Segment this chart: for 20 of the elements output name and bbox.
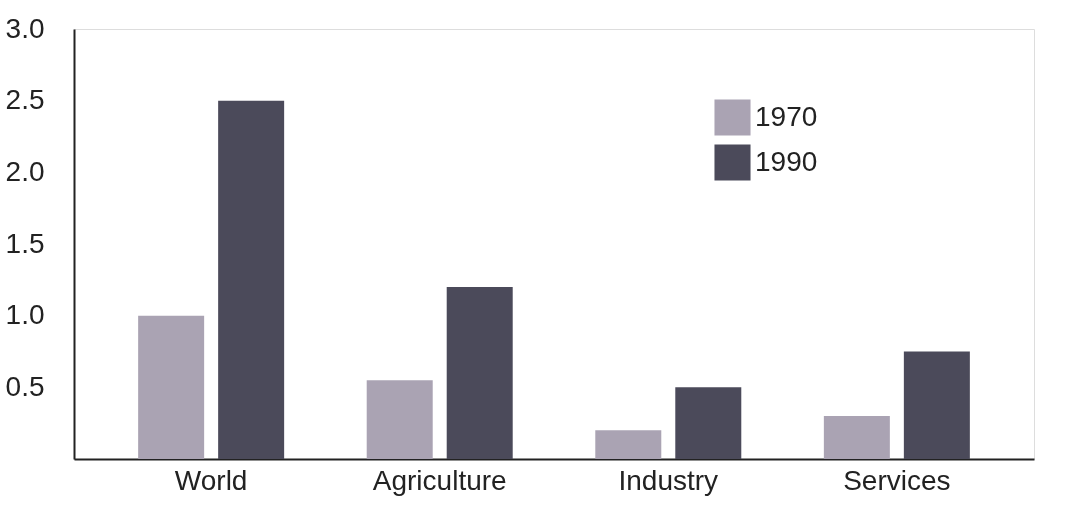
y-tick-label: 2.0 <box>5 155 45 187</box>
bar <box>595 430 662 459</box>
bar <box>675 387 742 459</box>
bar <box>138 315 205 459</box>
legend-label: 1990 <box>755 145 818 177</box>
bar <box>366 380 433 459</box>
bar <box>218 100 285 459</box>
bar <box>903 351 970 459</box>
y-tick-label: 1.5 <box>5 227 45 259</box>
bar <box>446 287 513 459</box>
y-tick-label: 3.0 <box>5 12 45 44</box>
y-tick-label: 1.0 <box>5 299 45 331</box>
bar <box>823 416 890 459</box>
y-tick-label: 2.5 <box>5 84 45 116</box>
x-tick-label: Agriculture <box>372 464 507 496</box>
x-tick-label: Services <box>843 464 951 496</box>
x-tick-label: World <box>174 464 248 496</box>
x-tick-label: Industry <box>618 464 719 496</box>
y-tick-label: 0.5 <box>5 370 45 402</box>
legend-label: 1970 <box>755 100 818 132</box>
